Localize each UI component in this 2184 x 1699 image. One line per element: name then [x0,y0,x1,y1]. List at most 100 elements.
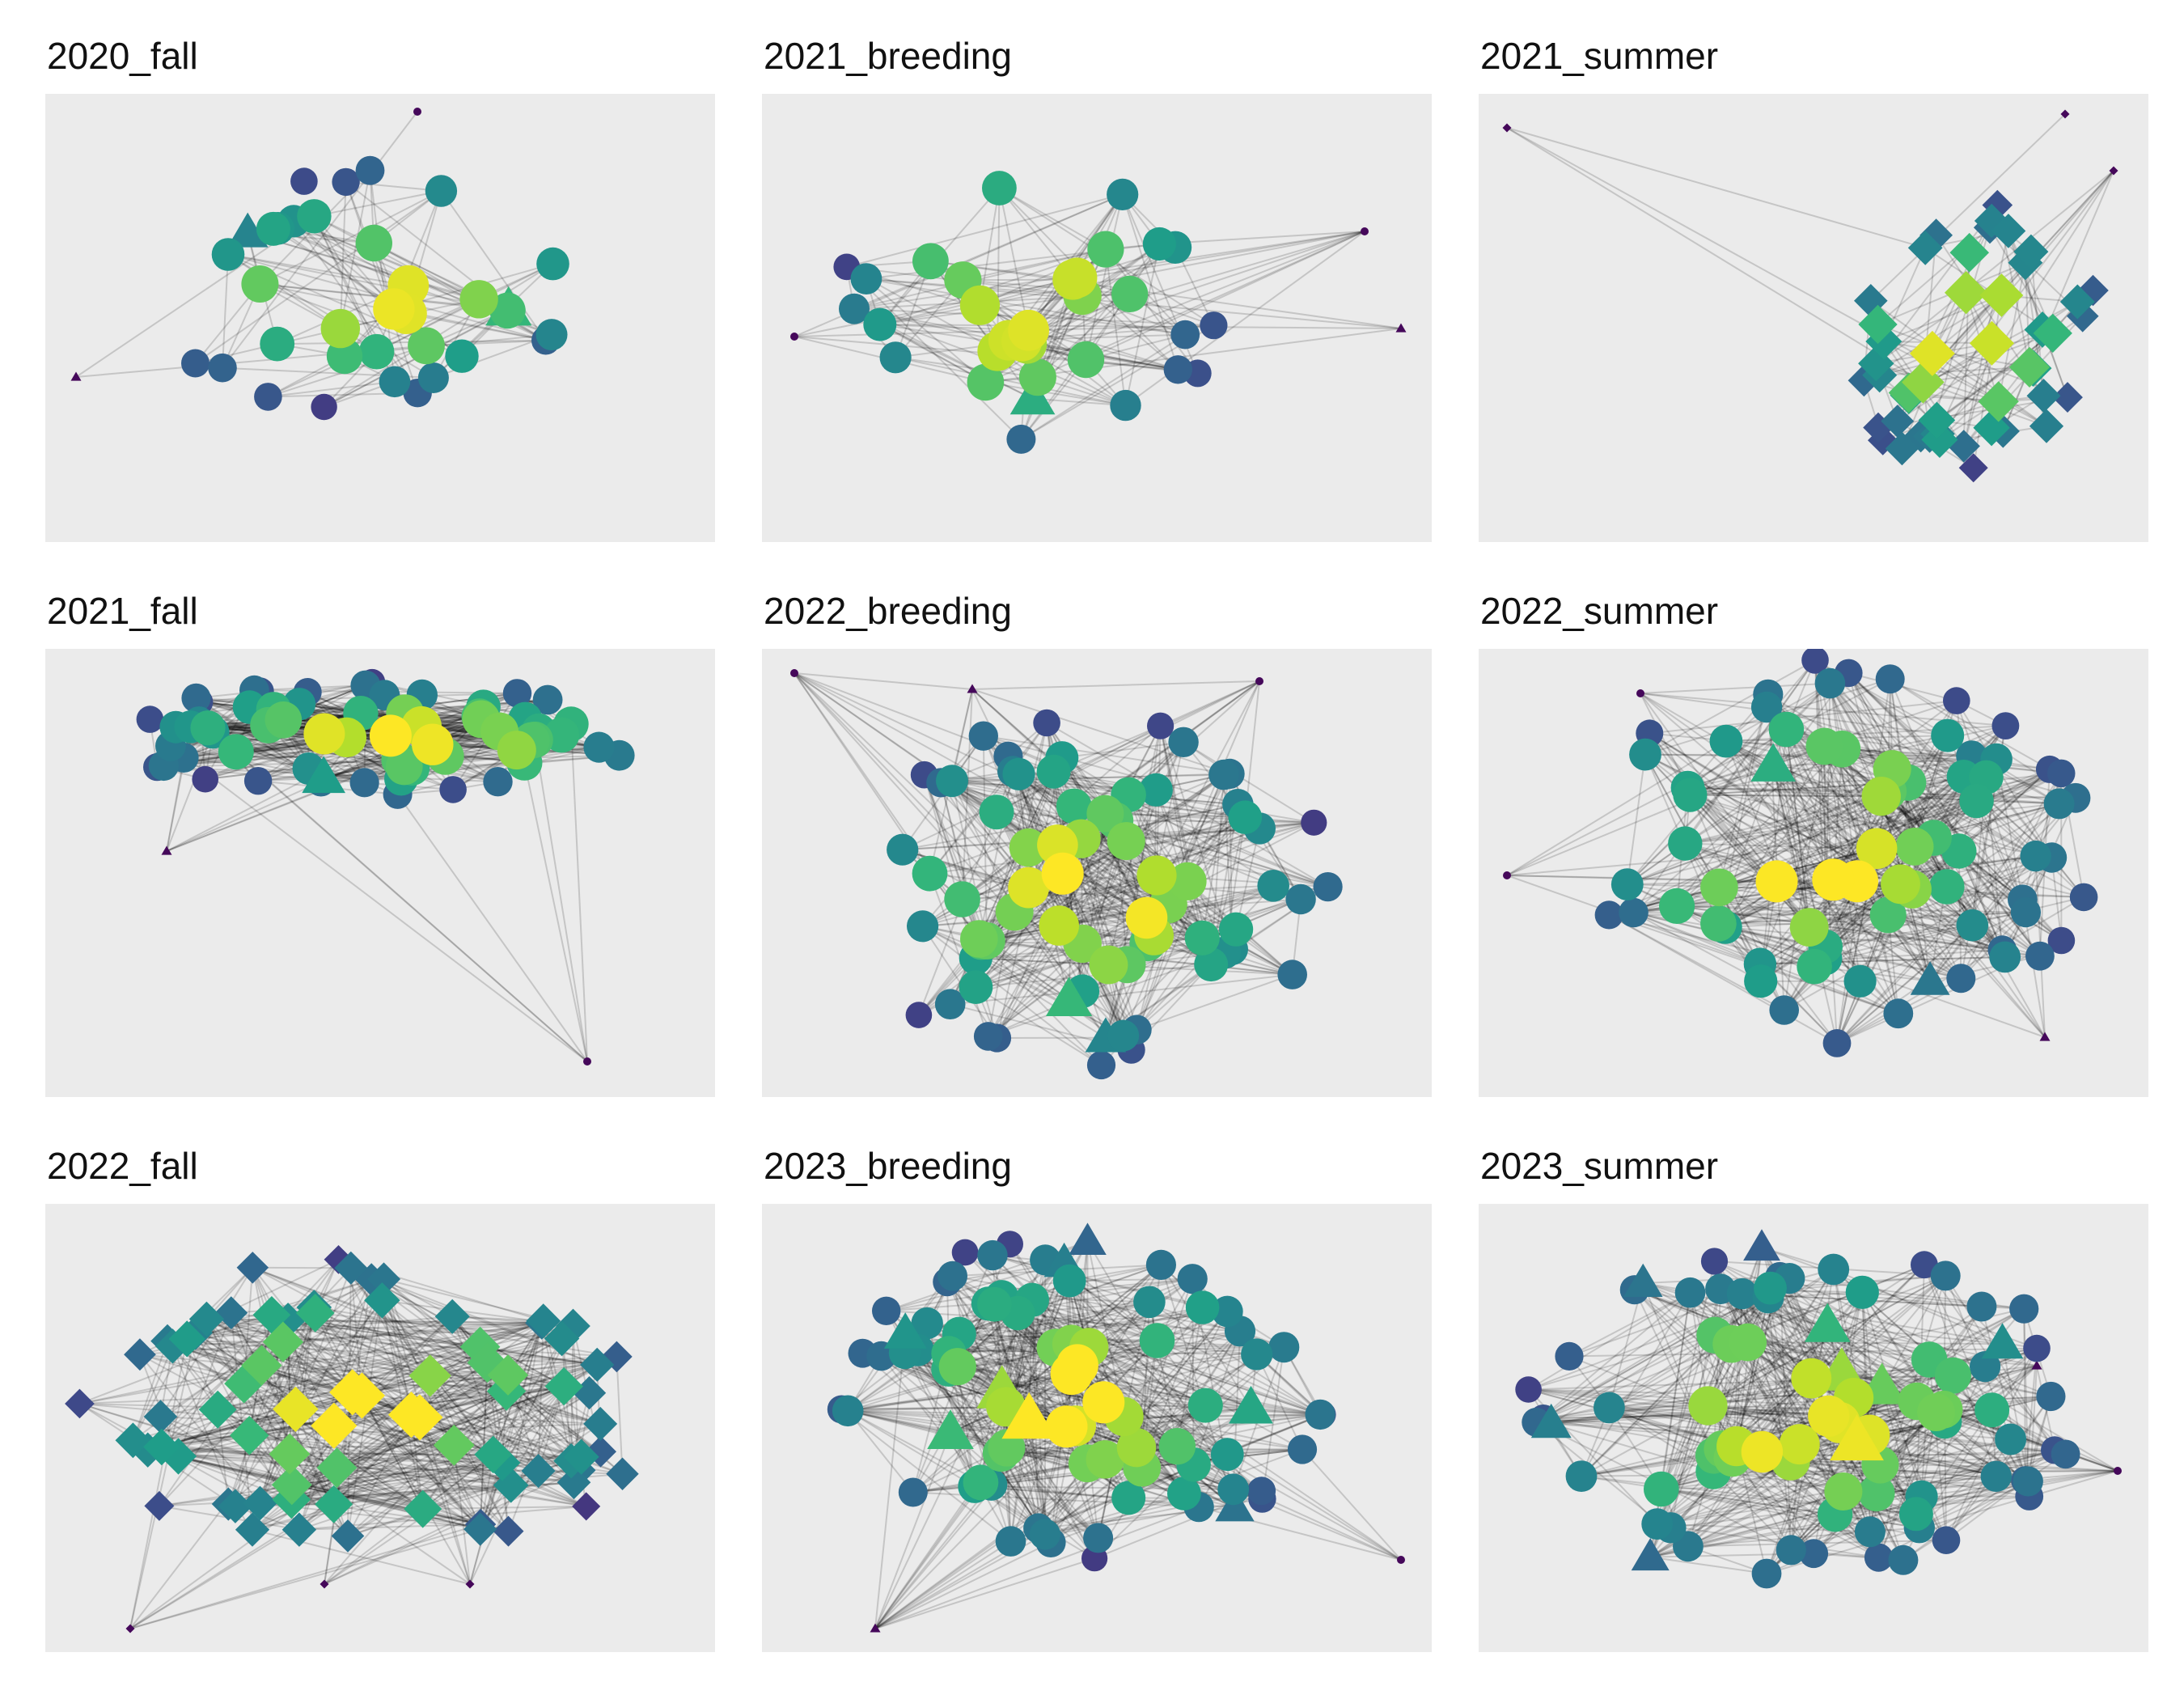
network-node [311,393,337,421]
network-edge [1945,1438,2012,1541]
network-node [872,1296,901,1325]
network-edge [1875,170,2114,364]
network-node [1989,941,2021,973]
network-node [911,1307,943,1340]
network-edge [1261,1347,1285,1499]
network-node [1668,826,1703,861]
network-edge [1633,758,1997,913]
network-node [459,280,498,319]
network-edge [1568,1355,1922,1498]
network-edge [493,1386,565,1455]
network-node [320,308,360,349]
network-edge [1869,1438,2012,1533]
network-node [412,723,454,765]
network-edge [1911,769,2051,890]
network-node [583,1406,618,1441]
network-edge [986,940,1137,1031]
network-node [124,1338,156,1371]
network-edge [1829,683,1859,882]
network-edge [534,739,588,1062]
network-edge [1760,850,1960,982]
network-edge [1156,680,1260,876]
network-edge [1814,659,1835,880]
network-node [115,1422,151,1459]
network-edge [1887,790,2085,898]
network-edge [1707,1405,1792,1551]
network-node [2013,234,2049,269]
network-panel [45,1204,715,1652]
network-node [385,748,423,786]
network-node [1854,1516,1886,1548]
network-edge [1581,1276,1781,1477]
network-edge [1632,745,1826,913]
network-edge [948,1301,1150,1355]
network-edge [1879,332,2054,376]
network-edge [288,1320,542,1324]
network-node [2036,1381,2066,1412]
network-edge [166,692,518,852]
network-edge [243,1325,574,1385]
network-node [563,1438,599,1475]
network-graph [65,1245,639,1633]
network-edge [982,735,1030,848]
network-node [1845,1275,1879,1309]
network-node [1200,311,1228,340]
network-edge [1741,1293,1792,1461]
network-edge [1687,1490,1844,1548]
network-edge [195,1322,542,1334]
network-edge [1809,926,2003,951]
network-edge [1506,765,1774,876]
network-edge [133,1422,601,1442]
network-edge [333,1425,587,1507]
network-node [273,1386,319,1432]
network-edge [370,1278,565,1388]
network-node [1700,868,1738,907]
network-edge [1105,812,1314,824]
network-node [241,265,279,303]
network-panel [45,649,715,1097]
network-node [883,1312,927,1349]
network-edge [506,1390,602,1453]
network-edge [874,1485,976,1629]
network-edge [479,1386,565,1530]
network-edge [1824,745,2051,770]
network-edge [479,1320,544,1530]
network-edge [1832,748,1843,880]
network-edge [1958,850,1962,979]
network-node [1824,1472,1863,1510]
network-edge [170,745,588,1062]
network-edge [1017,1312,1206,1406]
network-edge [1687,786,1889,792]
network-node [1052,1264,1086,1298]
network-edge [1670,1470,2118,1529]
network-edge [337,1259,503,1464]
network-edge [1997,262,2026,402]
network-node [1754,1271,1787,1305]
network-edge [1046,722,1329,888]
network-edge [1506,875,1899,1015]
network-edge [361,1395,424,1510]
network-edge [1012,770,1233,950]
network-edge [1933,803,2059,839]
network-node [332,167,360,197]
network-edge [422,1462,503,1510]
network-edge [794,672,1124,1036]
network-edge [510,1323,543,1485]
network-edge [794,672,1148,919]
network-edge [956,1366,976,1487]
network-node [1808,1395,1850,1437]
network-node [934,989,966,1019]
network-node [1530,1403,1572,1438]
network-node [1147,712,1175,739]
edge-layer [1506,113,2114,469]
network-edge [172,1325,574,1347]
network-edge [1725,776,1965,928]
network-node [1917,1393,1955,1431]
network-node [1002,757,1035,790]
network-edge [976,917,1147,989]
network-node [790,333,798,341]
network-edge [879,324,1402,329]
network-edge [1929,773,2063,982]
network-node [355,224,392,262]
network-edge [177,1312,232,1457]
